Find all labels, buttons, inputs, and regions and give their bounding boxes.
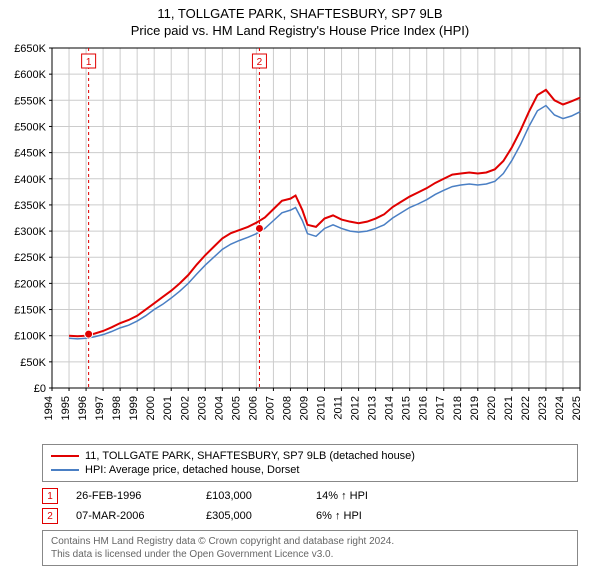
svg-text:1: 1 [86,57,92,68]
svg-text:£450K: £450K [14,148,46,160]
title-main: 11, TOLLGATE PARK, SHAFTESBURY, SP7 9LB [0,6,600,21]
svg-text:2: 2 [257,57,263,68]
sale-date: 07-MAR-2006 [76,510,206,522]
svg-text:2019: 2019 [469,396,481,420]
svg-text:2000: 2000 [145,396,157,420]
sale-row: 1 26-FEB-1996£103,00014% ↑ HPI [42,486,578,506]
svg-text:2021: 2021 [503,396,515,420]
svg-text:£50K: £50K [20,357,46,369]
svg-text:2011: 2011 [333,396,345,420]
svg-text:£150K: £150K [14,305,46,317]
svg-text:£300K: £300K [14,226,46,238]
svg-text:£650K: £650K [14,43,46,55]
svg-text:1996: 1996 [77,396,89,420]
sale-hpi: 14% ↑ HPI [316,490,426,502]
svg-text:2001: 2001 [162,396,174,420]
svg-text:1994: 1994 [43,396,55,420]
svg-text:£400K: £400K [14,174,46,186]
svg-text:£350K: £350K [14,200,46,212]
legend-label: 11, TOLLGATE PARK, SHAFTESBURY, SP7 9LB … [85,450,415,462]
legend-swatch [51,455,79,457]
svg-text:2004: 2004 [213,396,225,420]
svg-text:2003: 2003 [196,396,208,420]
chart-container: 11, TOLLGATE PARK, SHAFTESBURY, SP7 9LB … [0,0,600,566]
sale-point-2 [255,224,263,232]
svg-text:2024: 2024 [554,396,566,420]
sale-date: 26-FEB-1996 [76,490,206,502]
svg-text:2006: 2006 [247,396,259,420]
sales-table: 1 26-FEB-1996£103,00014% ↑ HPI 2 07-MAR-200… [42,486,578,526]
svg-text:2015: 2015 [401,396,413,420]
chart-svg: £0 £50K £100K £150K £200K £250K £300K £350K £400… [0,40,600,440]
svg-text:2018: 2018 [452,396,464,420]
legend-row: HPI: Average price, detached house, Dors… [51,463,569,477]
svg-text:2014: 2014 [384,396,396,420]
footer-line1: Contains HM Land Registry data © Crown c… [51,535,569,548]
title-sub: Price paid vs. HM Land Registry's House … [0,23,600,38]
svg-text:£500K: £500K [14,121,46,133]
svg-text:£100K: £100K [14,331,46,343]
svg-text:2005: 2005 [230,396,242,420]
footer-note: Contains HM Land Registry data © Crown c… [42,530,578,566]
sale-point-1 [85,330,93,338]
svg-text:2008: 2008 [281,396,293,420]
footer-line2: This data is licensed under the Open Gov… [51,548,569,561]
svg-text:2022: 2022 [520,396,532,420]
svg-text:£250K: £250K [14,252,46,264]
svg-text:2013: 2013 [367,396,379,420]
svg-text:1999: 1999 [128,396,140,420]
sale-marker-box: 1 [42,488,58,504]
chart-area: £0 £50K £100K £150K £200K £250K £300K £350K £400… [0,40,600,440]
svg-text:2007: 2007 [264,396,276,420]
svg-text:2023: 2023 [537,396,549,420]
svg-text:2020: 2020 [486,396,498,420]
svg-text:1998: 1998 [111,396,123,420]
svg-text:£550K: £550K [14,95,46,107]
sale-price: £305,000 [206,510,316,522]
title-block: 11, TOLLGATE PARK, SHAFTESBURY, SP7 9LB … [0,0,600,40]
svg-text:2002: 2002 [179,396,191,420]
svg-text:£0: £0 [34,383,46,395]
svg-text:2025: 2025 [571,396,583,420]
sale-price: £103,000 [206,490,316,502]
sale-marker-box: 2 [42,508,58,524]
sale-hpi: 6% ↑ HPI [316,510,426,522]
svg-text:£200K: £200K [14,278,46,290]
svg-text:1997: 1997 [94,396,106,420]
svg-text:2016: 2016 [418,396,430,420]
svg-text:1995: 1995 [60,396,72,420]
legend-label: HPI: Average price, detached house, Dors… [85,464,299,476]
svg-text:2010: 2010 [316,396,328,420]
svg-text:2017: 2017 [435,396,447,420]
svg-text:£600K: £600K [14,69,46,81]
sale-row: 2 07-MAR-2006£305,0006% ↑ HPI [42,506,578,526]
svg-text:2012: 2012 [350,396,362,420]
svg-text:2009: 2009 [298,396,310,420]
legend-row: 11, TOLLGATE PARK, SHAFTESBURY, SP7 9LB … [51,449,569,463]
legend-swatch [51,469,79,471]
legend-box: 11, TOLLGATE PARK, SHAFTESBURY, SP7 9LB … [42,444,578,482]
